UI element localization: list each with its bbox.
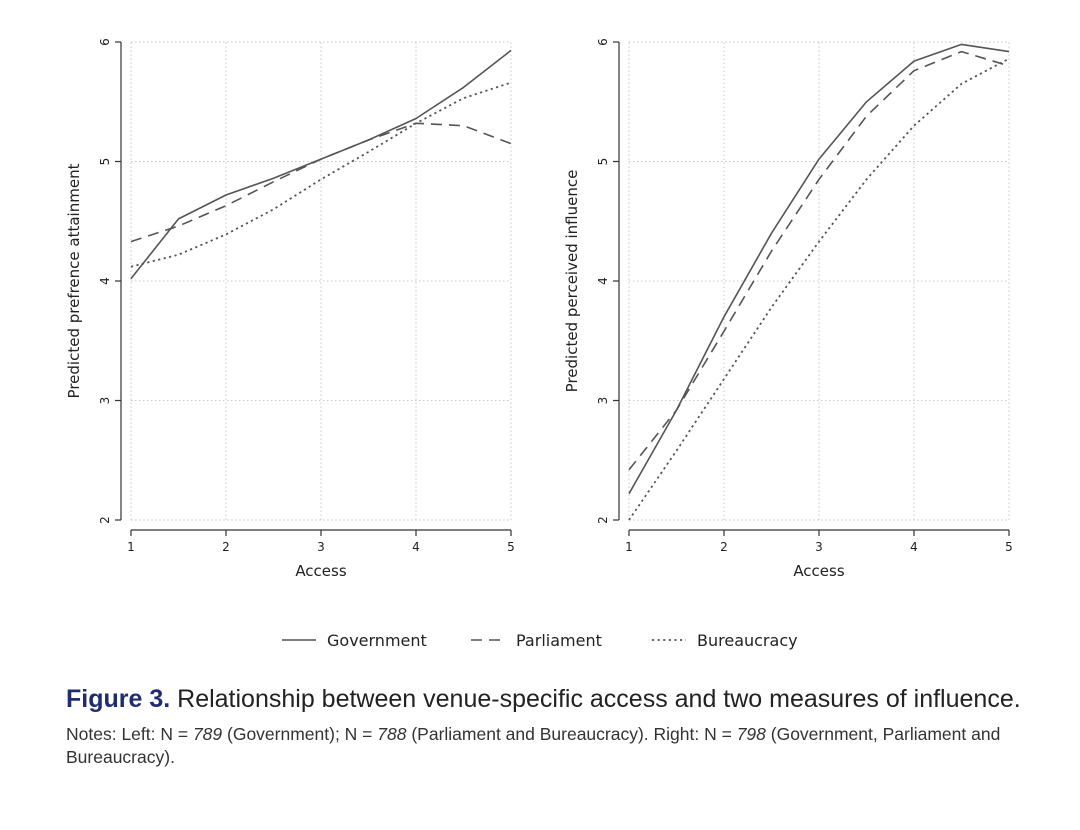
right-x-tick-label-5: 5 — [1005, 540, 1013, 554]
legend-label-government: Government — [327, 631, 427, 650]
left-x-axis-title: Access — [295, 562, 347, 580]
left-y-axis-title: Predicted prefrence attainment — [65, 163, 83, 398]
right-y-tick-label-5: 5 — [596, 158, 610, 166]
legend: Government Parliament Bureaucracy — [282, 631, 798, 650]
caption-title: Figure 3. Relationship between venue-spe… — [66, 683, 1056, 715]
left-y-tick-label-2: 2 — [98, 516, 112, 524]
left-x-tick-label-4: 4 — [412, 540, 420, 554]
left-series-government-line — [130, 49, 512, 280]
right-chart-panel: 2 3 4 5 6 1 2 3 4 5 Access Predicted perceived infl… — [563, 38, 1013, 580]
notes-left-prefix: Notes: Left: N = — [66, 724, 193, 744]
left-y-tick-label-5: 5 — [98, 158, 112, 166]
left-x-tick-label-2: 2 — [222, 540, 230, 554]
right-x-tick-label-1: 1 — [625, 540, 633, 554]
left-y-tick-label-3: 3 — [98, 397, 112, 405]
right-series-parliament-line — [628, 50, 1010, 471]
right-x-tick-label-3: 3 — [815, 540, 823, 554]
left-x-tick-label-3: 3 — [317, 540, 325, 554]
right-series-government-line — [628, 43, 1010, 495]
right-y-tick-label-3: 3 — [596, 397, 610, 405]
notes-left-parl-text: (Parliament and Bureaucracy). Right: N = — [406, 724, 737, 744]
left-series-parliament-line — [130, 122, 512, 243]
caption-notes: Notes: Left: N = 789 (Government); N = 7… — [66, 723, 1056, 769]
right-y-tick-label-4: 4 — [596, 277, 610, 285]
figure-number: Figure 3. — [66, 685, 171, 713]
caption-text: Relationship between venue-specific acce… — [177, 685, 1021, 713]
legend-label-bureaucracy: Bureaucracy — [697, 631, 798, 650]
right-x-axis-title: Access — [793, 562, 845, 580]
right-y-tick-label-2: 2 — [596, 516, 610, 524]
right-x-tick-label-4: 4 — [910, 540, 918, 554]
right-x-tick-label-2: 2 — [720, 540, 728, 554]
right-y-tick-label-6: 6 — [596, 38, 610, 46]
left-y-tick-label-6: 6 — [98, 38, 112, 46]
notes-right-text: (Government, Parliament and Bureaucracy)… — [66, 724, 1001, 767]
right-series-bureaucracy-line — [628, 57, 1010, 521]
notes-left-gov-text: (Government); N = — [222, 724, 378, 744]
figure-caption: Figure 3. Relationship between venue-spe… — [66, 683, 1056, 769]
right-y-axis-title: Predicted perceived influence — [563, 170, 581, 393]
left-x-tick-label-5: 5 — [507, 540, 515, 554]
notes-right-n: 798 — [736, 724, 766, 744]
left-x-tick-label-1: 1 — [127, 540, 135, 554]
left-y-tick-label-4: 4 — [98, 277, 112, 285]
notes-left-n-government: 789 — [192, 724, 223, 744]
notes-left-n-parliament: 788 — [377, 724, 407, 744]
legend-label-parliament: Parliament — [516, 631, 602, 650]
left-chart-panel: 2 3 4 5 6 1 2 3 4 5 Access Predicted prefrence atta… — [65, 38, 515, 580]
